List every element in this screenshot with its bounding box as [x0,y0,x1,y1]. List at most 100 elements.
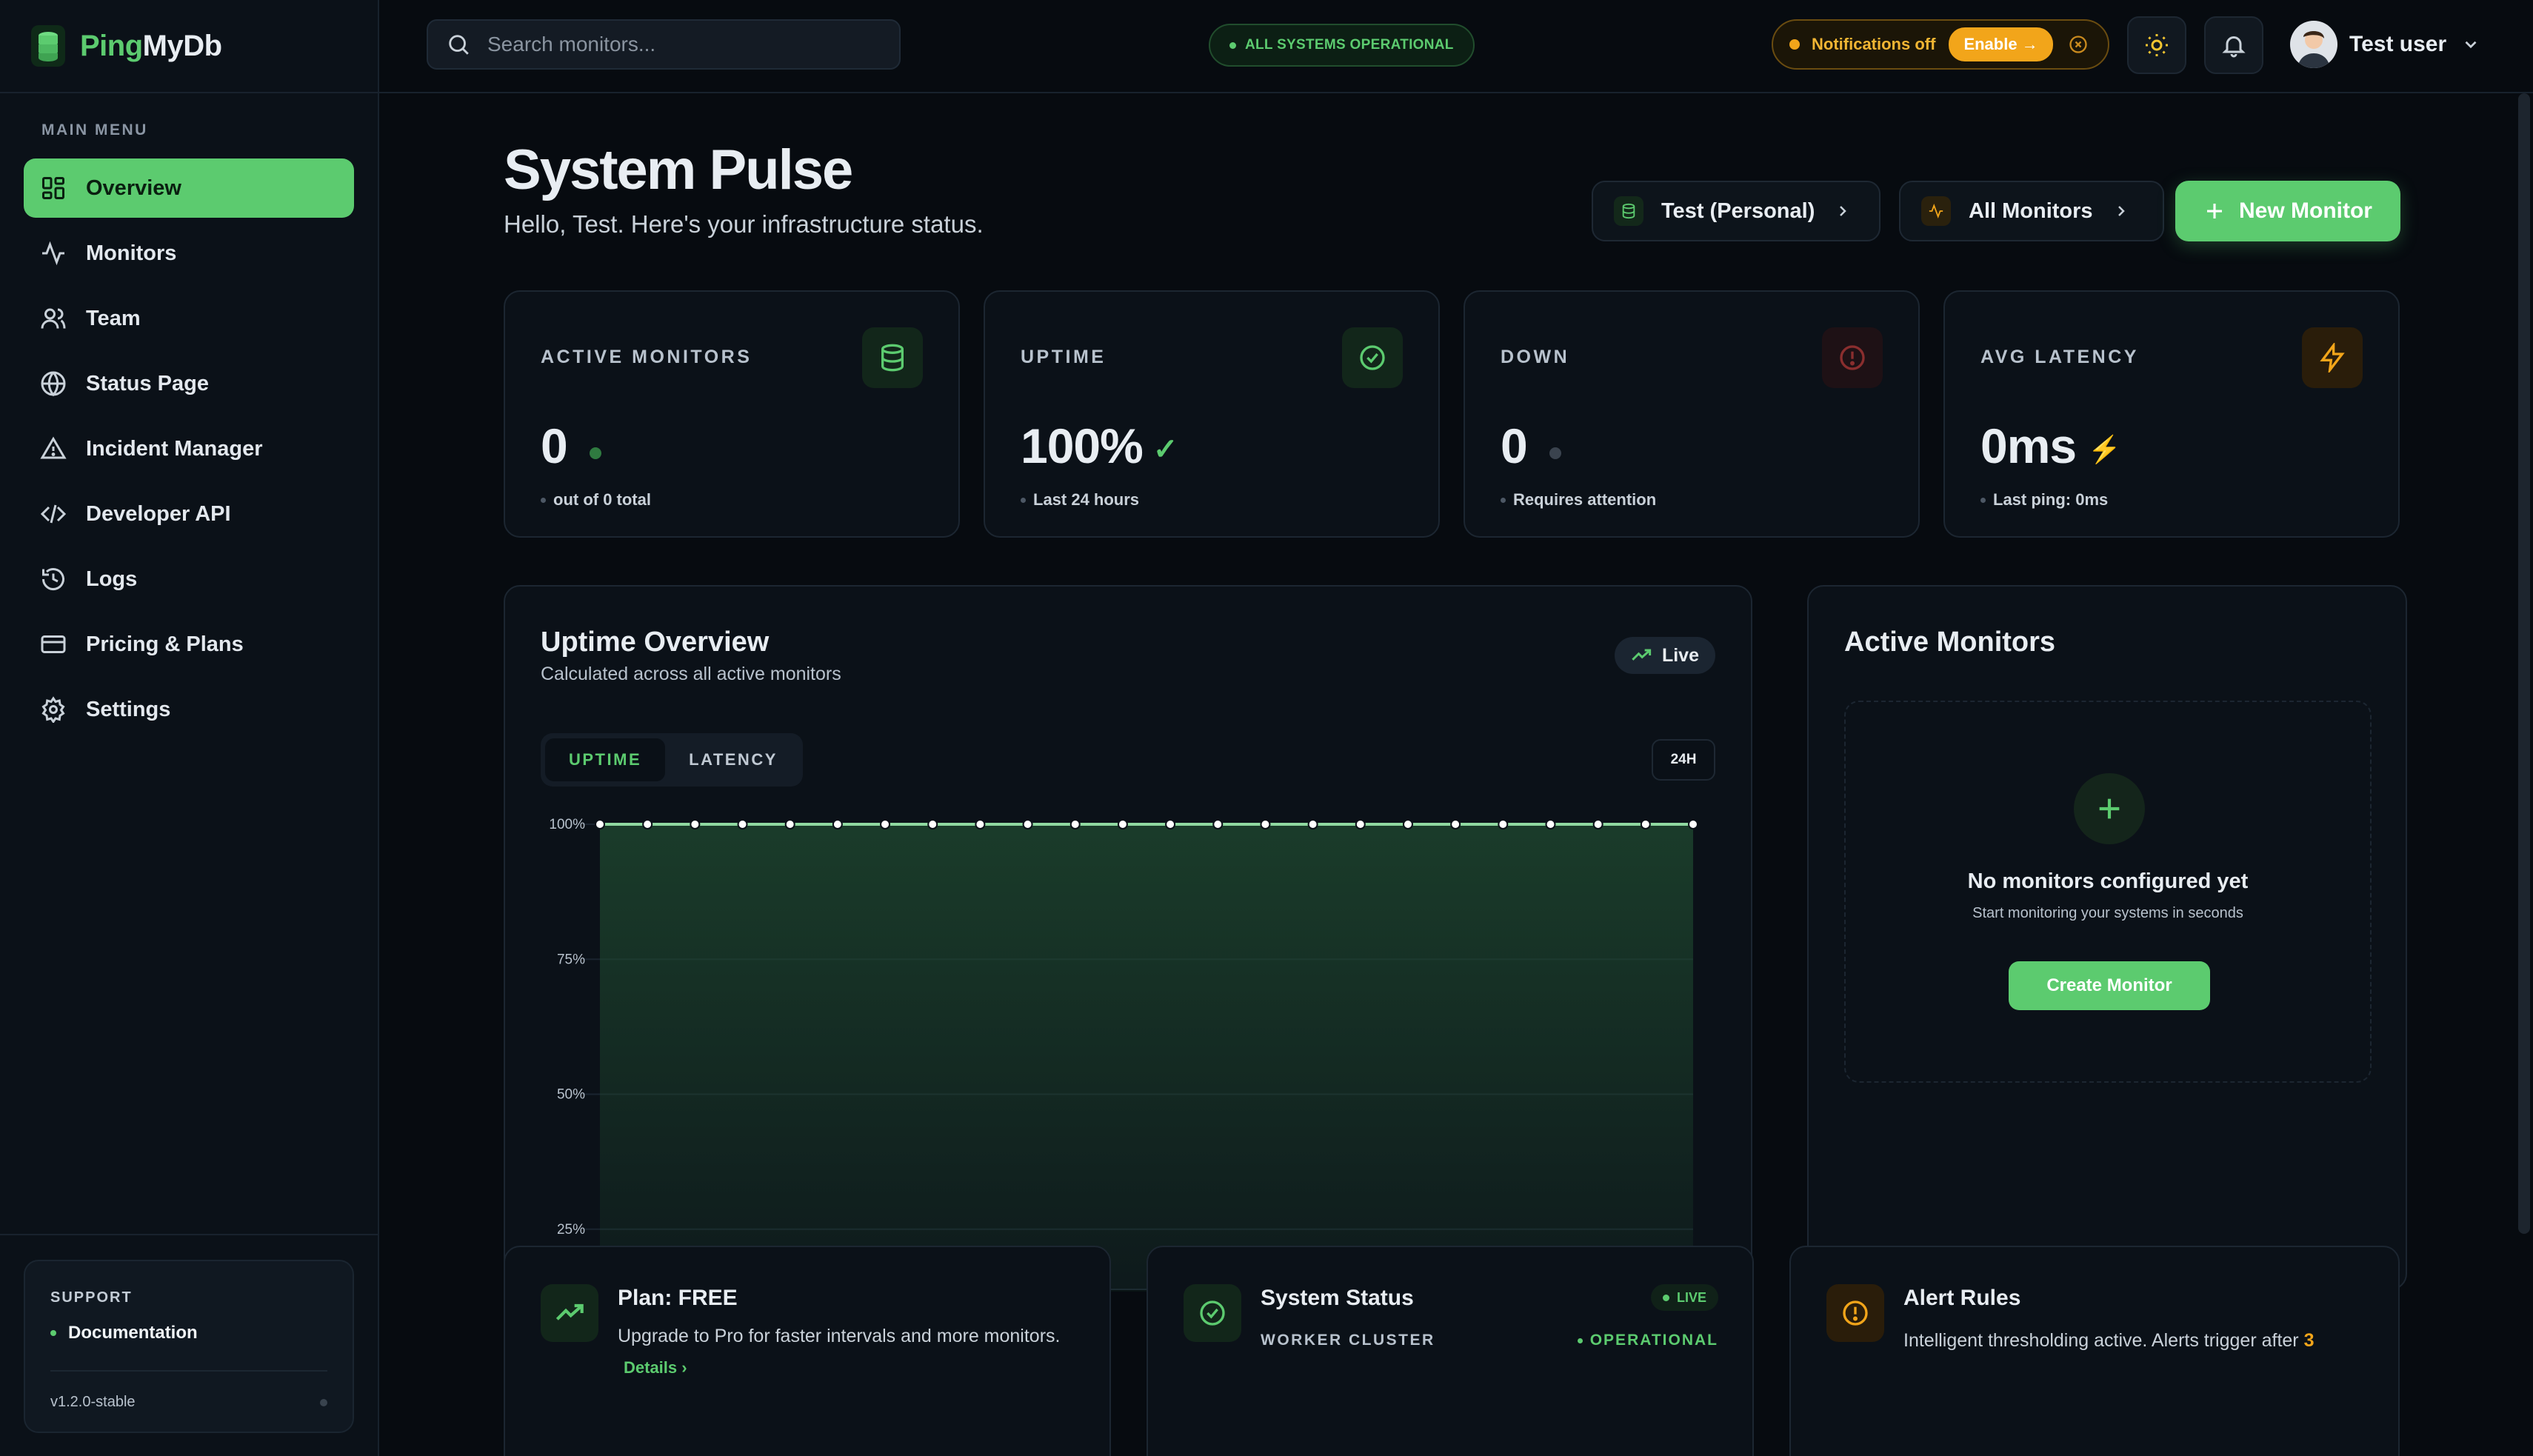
chart-tabs: UPTIME LATENCY [541,733,803,787]
database-icon [1614,196,1643,226]
version-label: v1.2.0-stable [50,1394,136,1410]
live-badge: Live [1614,637,1715,674]
documentation-label: Documentation [68,1323,198,1343]
empty-subtitle: Start monitoring your systems in seconds [1972,905,2243,921]
alert-circle-icon [1822,327,1883,388]
plus-icon [2099,798,2120,819]
y-tick-label: 75% [557,952,585,967]
main-menu-label: MAIN MENU [41,121,148,138]
system-status-text: ALL SYSTEMS OPERATIONAL [1245,37,1454,53]
sidebar-item-developer-api[interactable]: Developer API [24,484,354,544]
trending-up-icon [1632,649,1652,661]
alert-rules-card: Alert Rules Intelligent thresholding act… [1789,1246,2400,1456]
create-monitor-button[interactable]: Create Monitor [2009,961,2210,1010]
system-status-card: System Status LIVE WORKER CLUSTER OPERAT… [1147,1246,1754,1456]
stat-sub: out of 0 total [541,490,651,510]
search-input[interactable] [487,33,872,56]
sidebar-item-team[interactable]: Team [24,289,354,348]
data-point [784,819,795,829]
worker-cluster-label: WORKER CLUSTER [1261,1332,1435,1349]
data-point [880,819,891,829]
sidebar-item-label: Incident Manager [86,436,263,461]
main-menu: Overview Monitors Team Status Page Incid… [0,158,378,739]
divider [50,1370,327,1372]
sidebar-item-label: Team [86,306,141,330]
enable-notifications-button[interactable]: Enable → [1949,27,2053,61]
stat-value: 0 [541,418,601,474]
data-point [1688,819,1698,829]
gear-icon [41,696,65,723]
sun-icon [2146,34,2168,56]
documentation-link[interactable]: Documentation [50,1323,327,1343]
bell-icon [2222,36,2246,58]
card-subtitle: Calculated across all active monitors [541,664,841,684]
plan-title: Plan: FREE [618,1286,738,1310]
data-point [1069,819,1081,829]
stat-card-avg-latency: AVG LATENCY 0ms ⚡ Last ping: 0ms [1943,290,2400,538]
data-point [1165,819,1176,829]
grid-icon [42,177,64,199]
sidebar-item-incident-manager[interactable]: Incident Manager [24,419,354,478]
theme-toggle-button[interactable] [2127,16,2186,74]
status-dot [50,1330,56,1336]
sidebar-item-label: Pricing & Plans [86,632,244,656]
monitors-filter[interactable]: All Monitors [1899,181,2164,241]
sidebar-item-label: Logs [86,567,138,591]
sidebar-item-monitors[interactable]: Monitors [24,224,354,283]
close-icon[interactable] [2068,34,2089,55]
live-badge: LIVE [1650,1284,1718,1311]
workspace-selector[interactable]: Test (Personal) [1592,181,1880,241]
empty-title: No monitors configured yet [1967,869,2249,893]
stat-sub: Last ping: 0ms [1980,490,2108,510]
data-point [1260,819,1271,829]
y-tick-label: 100% [549,817,585,832]
stat-card-down: DOWN 0 Requires attention [1464,290,1920,538]
active-monitors-card: Active Monitors No monitors configured y… [1807,585,2407,1290]
sidebar: PingMyDb MAIN MENU Overview Monitors Tea… [0,0,379,1456]
y-tick-label: 50% [557,1087,585,1103]
data-point [1450,819,1461,829]
chevron-down-icon [2465,41,2477,49]
sidebar-item-overview[interactable]: Overview [24,158,354,218]
sidebar-item-label: Overview [86,176,181,200]
sidebar-item-label: Developer API [86,501,231,526]
add-monitor-icon[interactable] [2074,773,2145,844]
data-point [832,819,843,829]
live-label: Live [1661,644,1699,666]
tab-uptime[interactable]: UPTIME [545,738,666,781]
y-tick-label: 25% [557,1222,585,1238]
empty-state: No monitors configured yet Start monitor… [1844,701,2372,1083]
activity-icon [1921,196,1951,226]
sidebar-item-settings[interactable]: Settings [24,680,354,739]
plan-details-link[interactable]: Details › [624,1358,687,1377]
users-icon [41,308,66,329]
data-point [1022,819,1033,829]
trending-up-icon [541,1284,598,1342]
notifications-text: Notifications off [1812,35,1936,53]
range-selector[interactable]: 24H [1652,739,1715,781]
sidebar-item-logs[interactable]: Logs [24,550,354,609]
stat-label: DOWN [1501,347,1570,367]
check-icon: ✓ [1152,433,1178,466]
notifications-button[interactable] [2204,16,2263,74]
activity-icon [42,241,64,266]
new-monitor-button[interactable]: New Monitor [2175,181,2400,241]
uptime-chart: 0%25%50%75%100%00:0001:0002:0003:0004:00… [549,817,1698,1292]
version-row: v1.2.0-stable [50,1394,327,1411]
sidebar-item-pricing[interactable]: Pricing & Plans [24,615,354,674]
sidebar-item-status-page[interactable]: Status Page [24,354,354,413]
support-label: SUPPORT [50,1289,133,1306]
warning-dot [1789,39,1800,50]
scrollbar[interactable] [2518,93,2530,1234]
tab-latency[interactable]: LATENCY [689,750,778,769]
stat-sub: Requires attention [1501,490,1656,510]
stat-value: 0ms ⚡ [1980,418,2121,473]
data-point [1117,819,1128,829]
avatar [2290,21,2337,68]
brand[interactable]: PingMyDb [0,0,378,93]
search-box[interactable] [427,19,901,70]
sidebar-item-label: Status Page [86,371,209,395]
data-point [1402,819,1413,829]
user-menu[interactable]: Test user [2290,19,2480,70]
stat-value: 0 [1501,418,1561,474]
